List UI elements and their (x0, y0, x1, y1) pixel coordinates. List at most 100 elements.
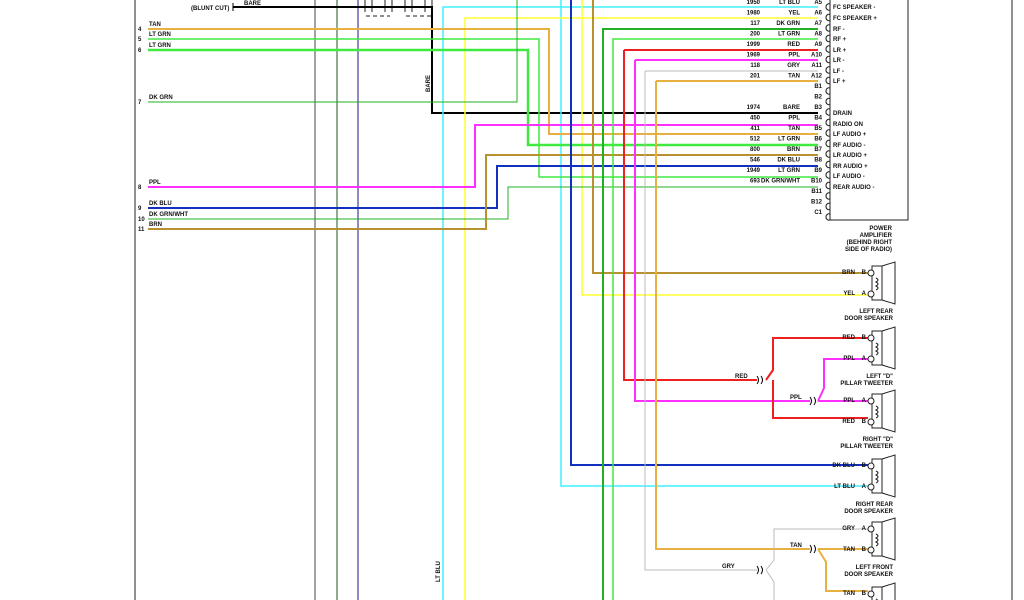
wire-color-label: DK GRN/WHT (761, 179, 800, 185)
pin-function-label: RF - (833, 27, 845, 33)
pin-function-label: RF AUDIO - (833, 143, 865, 149)
pin-terminal (825, 34, 831, 43)
pin-label: B3 (814, 105, 822, 111)
pin-terminal (825, 97, 831, 106)
wire-ppl (817, 358, 868, 402)
pin-terminal (825, 108, 831, 116)
pin-label: B9 (814, 168, 822, 174)
pin-label: B (862, 335, 867, 341)
pin-terminal (825, 76, 831, 85)
wire-lt-grn (148, 38, 818, 178)
wire-color-label: RED (842, 335, 855, 341)
pin-label: B10 (811, 179, 823, 185)
speaker (867, 517, 896, 561)
wire-lt-blu (560, 0, 868, 487)
speaker (867, 326, 896, 370)
wire-dk-blu (148, 165, 818, 209)
circuit-number: 546 (750, 158, 761, 164)
wire-color-label: DK BLU (832, 463, 855, 469)
wire-color-label: LT GRN (778, 32, 800, 38)
wire-color-label: TAN (843, 547, 855, 553)
pin-terminal (825, 55, 831, 64)
speaker-name: DOOR SPEAKER (844, 509, 893, 515)
pin-label: B (862, 270, 867, 276)
pin-label: B4 (814, 116, 822, 122)
pin-number: 7 (138, 100, 142, 106)
wire-tan (148, 28, 818, 135)
circuit-number: 117 (750, 21, 760, 27)
pin-terminal (825, 66, 831, 74)
circuit-number: 1949 (747, 168, 761, 174)
pin-function-label: REAR AUDIO - (833, 185, 874, 191)
pin-terminal (825, 87, 831, 95)
wire-color-label: YEL (843, 291, 855, 297)
wire-dk-grn (602, 28, 818, 600)
wire-ppl (148, 124, 818, 188)
speaker-name: RIGHT REAR (856, 502, 894, 508)
pin-terminal (825, 213, 831, 221)
circuit-number: 450 (750, 116, 761, 122)
pin-number: 11 (138, 227, 145, 233)
speaker-name: DOOR SPEAKER (844, 316, 893, 322)
pin-label: A (862, 356, 867, 362)
pin-label: A5 (814, 0, 822, 6)
pin-terminal (825, 13, 831, 22)
wire-dk-grn (148, 0, 518, 103)
splice-label-red: RED (735, 374, 748, 380)
wire-tan (655, 80, 818, 550)
wire-color-label: RED (842, 419, 855, 425)
wire-brn (148, 154, 818, 230)
circuit-number: 1950 (747, 0, 761, 6)
speaker-name: PILLAR TWEETER (840, 381, 893, 387)
pin-label: C1 (814, 210, 822, 216)
pin-label: A (862, 291, 867, 297)
wire-dk-blu (570, 0, 868, 466)
wire-color-label: DK GRN/WHT (149, 212, 188, 218)
circuit-number: 1999 (747, 42, 761, 48)
wire-color-label: RED (787, 42, 800, 48)
amplifier-title: (BEHIND RIGHT (847, 240, 893, 246)
wire-color-label: LT GRN (778, 168, 800, 174)
wire-color-label: BRN (842, 270, 855, 276)
pin-function-label: LF AUDIO + (833, 132, 867, 138)
pin-label: B11 (811, 189, 822, 195)
pin-function-label: LR - (833, 58, 845, 64)
wire-color-label: LT BLU (834, 484, 855, 490)
pin-label: A9 (814, 42, 822, 48)
pin-terminal (825, 118, 831, 127)
pin-label: B (862, 591, 867, 597)
amplifier-title: AMPLIFIER (860, 233, 893, 239)
speaker-name: RIGHT "D" (863, 437, 894, 443)
pin-label: A (862, 526, 867, 532)
pin-terminal (825, 139, 831, 148)
splice-label-gry: GRY (722, 564, 735, 570)
pin-terminal (825, 160, 831, 169)
pin-number: 9 (138, 206, 142, 212)
speaker-name: LEFT "D" (866, 374, 893, 380)
speaker-name: LEFT FRONT (856, 565, 894, 571)
wire-color-label: DK BLU (777, 158, 800, 164)
wire-color-label: TAN (788, 74, 800, 80)
circuit-number: 1980 (747, 11, 761, 17)
pin-function-label: DRAIN (833, 111, 852, 117)
wire-color-label: PPL (149, 180, 161, 186)
circuit-number: 201 (750, 74, 761, 80)
splice-connector (756, 565, 763, 575)
wire-color-label: DK BLU (149, 201, 172, 207)
wire-color-label: LT GRN (149, 43, 171, 49)
pin-number: 5 (138, 37, 142, 43)
pin-number: 10 (138, 217, 145, 223)
bare-label: BARE (244, 1, 261, 7)
pin-terminal (825, 45, 831, 53)
pin-function-label: LF - (833, 69, 844, 75)
pin-number: 4 (138, 27, 142, 33)
pin-label: B (862, 547, 867, 553)
wire-dk-grn-wht (148, 186, 818, 220)
wire-lt-grn (612, 38, 818, 600)
wire-color-label: TAN (788, 126, 800, 132)
wire-color-label: PPL (788, 116, 800, 122)
wire-color-label: DK GRN (776, 21, 800, 27)
wire-color-label: LT GRN (778, 137, 800, 143)
pin-terminal (825, 192, 831, 200)
